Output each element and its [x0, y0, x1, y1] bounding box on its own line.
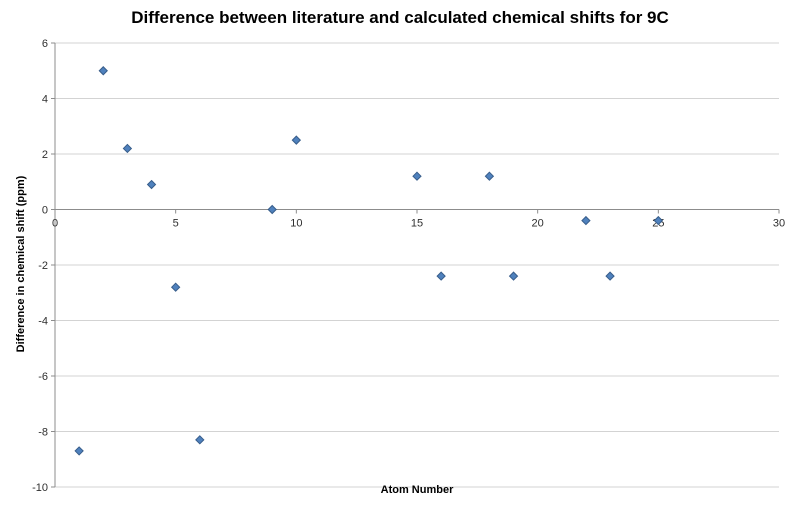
- data-point-marker: [122, 143, 133, 154]
- x-axis-label: Atom Number: [380, 484, 454, 496]
- y-tick-label: -10: [32, 482, 48, 494]
- x-tick-label: 0: [52, 218, 58, 230]
- data-point-marker: [653, 215, 664, 226]
- data-point-marker: [170, 282, 181, 292]
- x-tick-label: 30: [773, 218, 785, 230]
- y-tick-label: -6: [38, 371, 48, 383]
- x-tick-label: 20: [532, 218, 544, 230]
- data-point-marker: [146, 179, 157, 190]
- data-point-marker: [508, 271, 519, 281]
- y-axis-label: Difference in chemical shift (ppm): [15, 175, 27, 353]
- data-point-marker: [195, 435, 205, 445]
- data-point-marker: [267, 204, 277, 215]
- x-tick-label: 10: [290, 218, 302, 230]
- data-point-marker: [436, 271, 446, 281]
- y-tick-label: 4: [42, 94, 48, 106]
- y-tick-label: 6: [42, 38, 48, 50]
- y-tick-label: -4: [38, 316, 48, 328]
- data-point-marker: [98, 66, 108, 76]
- data-point-marker: [581, 215, 591, 226]
- x-tick-label: 5: [173, 218, 179, 230]
- data-point-marker: [74, 446, 84, 456]
- y-tick-label: -2: [38, 260, 48, 272]
- chart-title: Difference between literature and calcul…: [131, 8, 669, 27]
- y-tick-label: 2: [42, 149, 48, 161]
- x-tick-label: 15: [411, 218, 423, 230]
- data-point-marker: [484, 171, 495, 181]
- data-point-marker: [291, 135, 302, 145]
- y-tick-label: 0: [42, 205, 48, 217]
- y-tick-label: -8: [38, 427, 48, 439]
- data-point-marker: [412, 171, 422, 181]
- data-point-marker: [605, 271, 615, 281]
